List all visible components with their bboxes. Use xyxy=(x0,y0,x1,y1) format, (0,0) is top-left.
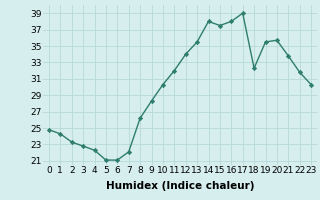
X-axis label: Humidex (Indice chaleur): Humidex (Indice chaleur) xyxy=(106,181,254,191)
